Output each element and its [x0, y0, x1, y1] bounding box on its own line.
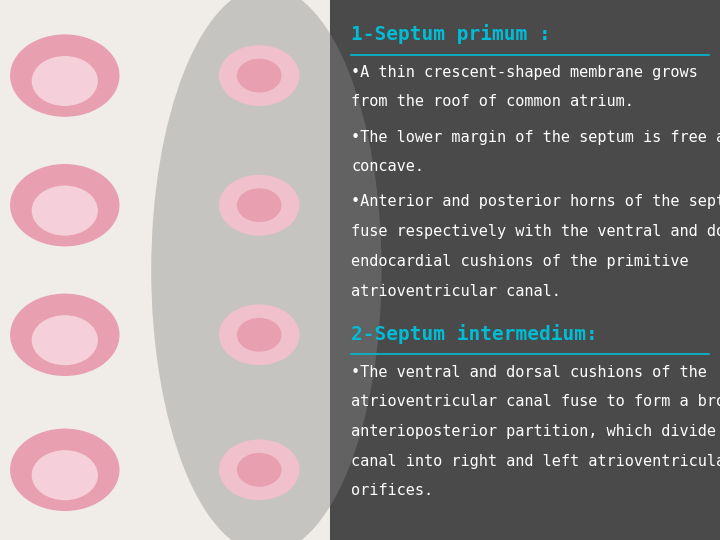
Text: •Anterior and posterior horns of the septum: •Anterior and posterior horns of the sep…: [351, 194, 720, 210]
Text: endocardial cushions of the primitive: endocardial cushions of the primitive: [351, 254, 689, 269]
Circle shape: [11, 429, 119, 510]
Circle shape: [238, 454, 281, 486]
Circle shape: [220, 46, 299, 105]
Circle shape: [11, 35, 119, 116]
Circle shape: [238, 189, 281, 221]
Text: anterioposterior partition, which divide the: anterioposterior partition, which divide…: [351, 424, 720, 439]
Text: •A thin crescent-shaped membrane grows: •A thin crescent-shaped membrane grows: [351, 65, 698, 80]
Text: •The ventral and dorsal cushions of the: •The ventral and dorsal cushions of the: [351, 364, 707, 380]
Text: •The lower margin of the septum is free and: •The lower margin of the septum is free …: [351, 130, 720, 145]
Circle shape: [220, 305, 299, 364]
Text: canal into right and left atrioventricular: canal into right and left atrioventricul…: [351, 454, 720, 469]
Text: concave.: concave.: [351, 159, 424, 174]
Circle shape: [32, 186, 97, 235]
Circle shape: [32, 57, 97, 105]
Ellipse shape: [151, 0, 382, 540]
Circle shape: [220, 440, 299, 500]
Circle shape: [238, 59, 281, 92]
Text: 2-Septum intermedium:: 2-Septum intermedium:: [351, 324, 598, 344]
Circle shape: [238, 319, 281, 351]
Text: fuse respectively with the ventral and dorsal: fuse respectively with the ventral and d…: [351, 224, 720, 239]
Text: from the roof of common atrium.: from the roof of common atrium.: [351, 94, 634, 110]
Text: orifices.: orifices.: [351, 483, 433, 498]
Circle shape: [32, 316, 97, 364]
Text: atrioventricular canal fuse to form a broad: atrioventricular canal fuse to form a br…: [351, 394, 720, 409]
Circle shape: [32, 451, 97, 500]
Circle shape: [220, 176, 299, 235]
Text: atrioventricular canal.: atrioventricular canal.: [351, 284, 561, 299]
Bar: [0, 0, 330, 540]
Circle shape: [11, 165, 119, 246]
Text: 1-Septum primum :: 1-Septum primum :: [351, 24, 551, 44]
Circle shape: [11, 294, 119, 375]
